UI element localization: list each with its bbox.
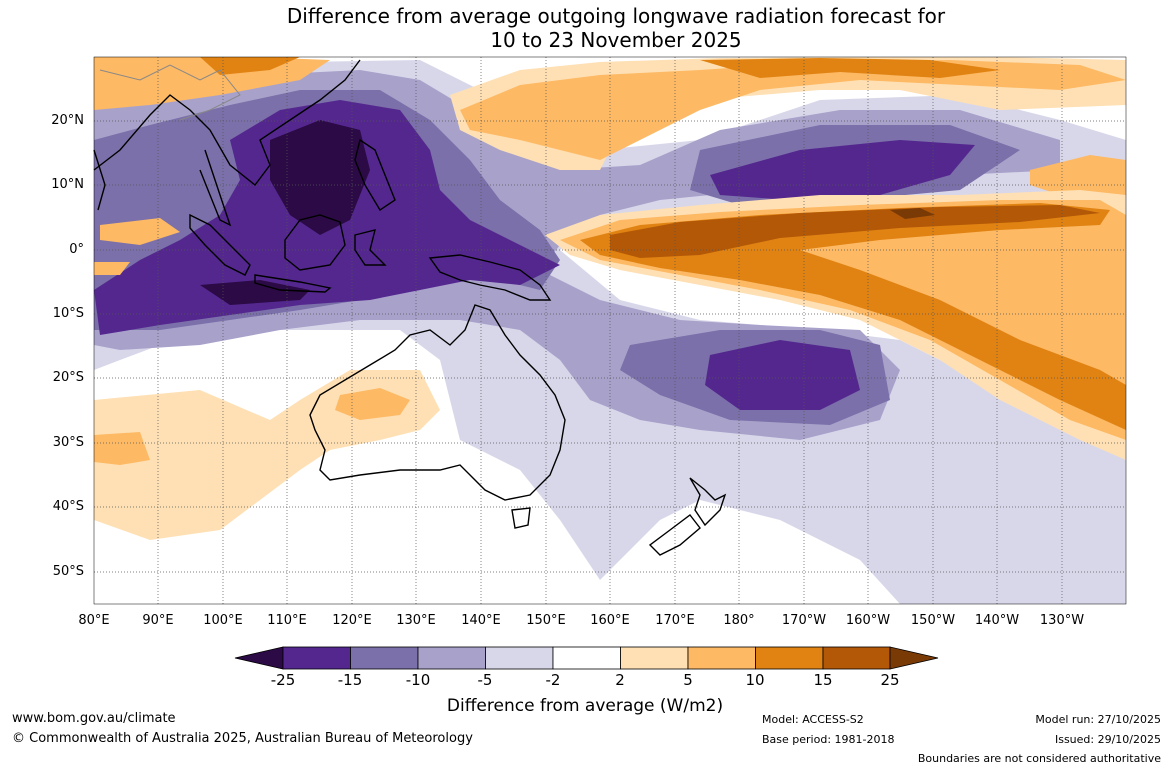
lat-label-10s: 10°S [52, 306, 84, 321]
coastlines [93, 59, 727, 556]
field-minus-15-to-25-b [710, 140, 975, 200]
colorbar-tick: 5 [683, 671, 693, 689]
field-plus-5-to-10-wa [335, 388, 410, 420]
colorbar [234, 646, 939, 670]
disclaimer-text: Boundaries are not considered authoritat… [917, 752, 1161, 765]
colorbar-bin-2-to-5 [620, 646, 689, 670]
sulawesi-coast [354, 229, 387, 266]
field-plus-2-to-5-nw [94, 57, 330, 110]
website-link[interactable]: www.bom.gov.au/climate [12, 711, 176, 726]
colorbar-bin-minus-2-to-2 [552, 646, 621, 670]
lat-label-50s: 50°S [52, 564, 84, 579]
field-plus-5-to-10-north [460, 60, 1126, 160]
tasmania-coast [511, 507, 531, 529]
base-period-text: Base period: 1981-2018 [762, 733, 895, 746]
model-text: Model: ACCESS-S2 [762, 713, 864, 726]
borders [99, 64, 241, 121]
lon-label-170w: 170°W [781, 613, 827, 628]
lat-label-20s: 20°S [52, 370, 84, 385]
field-plus-5-to-10-southwest [94, 432, 150, 465]
colorbar-bin-5-to-10 [687, 646, 756, 670]
field-plus-10-to-15-north [700, 58, 1000, 78]
lon-label-90e: 90°E [142, 613, 174, 628]
lon-label-150e: 150°E [526, 613, 566, 628]
lon-label-100e: 100°E [203, 613, 243, 628]
lat-label-equator: 0° [69, 242, 84, 257]
lat-label-40s: 40°S [52, 499, 84, 514]
colorbar-bin-minus-15-to-10 [350, 646, 419, 670]
lon-label-150w: 150°W [910, 613, 956, 628]
colorbar-label: Difference from average (W/m2) [446, 696, 724, 716]
colorbar-arrow-high [889, 646, 939, 670]
new-guinea-coast [428, 254, 552, 301]
title-line-1: Difference from average outgoing longwav… [286, 4, 946, 28]
lon-label-140w: 140°W [974, 613, 1020, 628]
lon-label-180: 180° [723, 613, 755, 628]
lon-label-130e: 130°E [396, 613, 436, 628]
colorbar-bin-minus-5-to-2 [485, 646, 554, 670]
borneo-coast [284, 214, 346, 271]
nz-south-coast [648, 514, 701, 556]
colorbar-tick: 25 [880, 671, 900, 689]
asia-coast [93, 59, 361, 186]
lon-label-130w: 130°W [1039, 613, 1085, 628]
field-above-plus-25 [890, 208, 935, 219]
lon-label-110e: 110°E [267, 613, 307, 628]
field-minus-15-to-25-c [705, 340, 860, 410]
colorbar-bin-minus-10-to-5 [417, 646, 486, 670]
lon-label-120e: 120°E [332, 613, 372, 628]
india-coast [93, 149, 106, 211]
lon-label-160e: 160°E [590, 613, 630, 628]
field-below-minus-25-b [200, 280, 310, 305]
title-line-2: 10 to 23 November 2025 [490, 28, 742, 52]
map-frame [93, 56, 1127, 605]
lon-label-160w: 160°W [845, 613, 891, 628]
chart-title: Difference from average outgoing longwav… [0, 4, 1173, 52]
colorbar-bin-15-to-25 [822, 646, 891, 670]
lon-label-140e: 140°E [461, 613, 501, 628]
lat-label-20n: 20°N [51, 113, 84, 128]
colorbar-tick: 2 [615, 671, 625, 689]
graticule [94, 57, 1126, 604]
colorbar-tick: -25 [270, 671, 296, 689]
copyright-text: © Commonwealth of Australia 2025, Austra… [12, 731, 473, 746]
sumatra-coast [189, 213, 251, 276]
colorbar-tick: -2 [545, 671, 561, 689]
australia-coast [309, 304, 566, 501]
colorbar-tick: 15 [813, 671, 833, 689]
lat-label-30s: 30°S [52, 435, 84, 450]
philippines-coast [354, 138, 396, 211]
field-plus-10-nw [200, 57, 300, 75]
colorbar-tick: -10 [405, 671, 431, 689]
field-plus-indian [100, 218, 180, 245]
colorbar-bin-10-to-15 [755, 646, 824, 670]
colorbar-tick: -15 [337, 671, 363, 689]
colorbar-arrow-low [234, 646, 284, 670]
nz-north-coast [689, 477, 727, 527]
malay-peninsula-coast [199, 149, 232, 227]
field-plus-10-to-15-equatorial [580, 203, 1126, 430]
colorbar-tick: -5 [477, 671, 493, 689]
field-below-minus-25 [270, 120, 370, 235]
colorbar-tick: 10 [745, 671, 765, 689]
lat-label-10n: 10°N [51, 177, 84, 192]
lon-label-170e: 170°E [655, 613, 695, 628]
model-run-text: Model run: 27/10/2025 [1035, 713, 1161, 726]
lon-label-80e: 80°E [78, 613, 110, 628]
colorbar-bin-minus-25-to-15 [282, 646, 351, 670]
field-plus-indian-2 [94, 262, 130, 275]
java-coast [254, 274, 332, 293]
issued-text: Issued: 29/10/2025 [1054, 733, 1161, 746]
field-plus-15-to-25-equatorial [610, 205, 1100, 258]
